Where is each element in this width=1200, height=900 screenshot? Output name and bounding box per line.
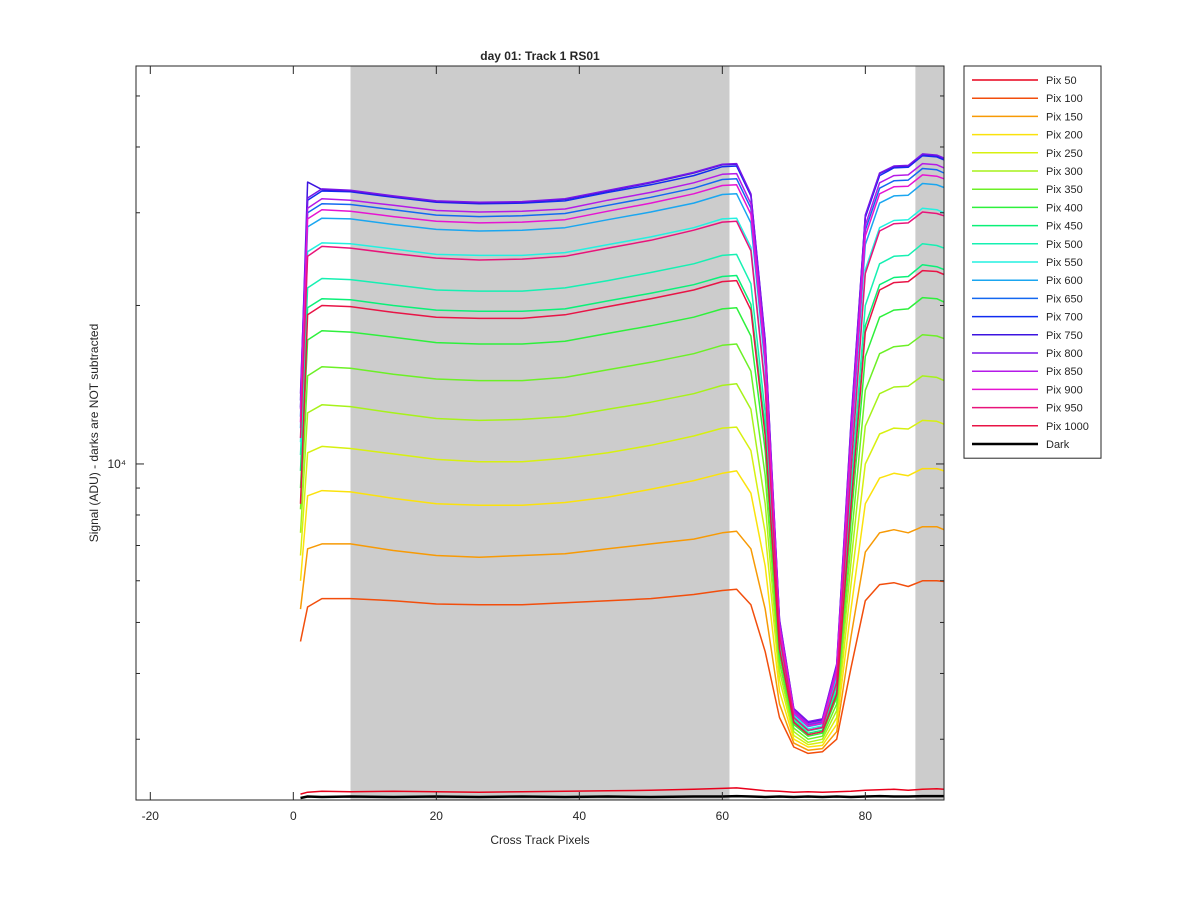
series-line-5 [299,375,945,744]
legend-label-5: Pix 300 [1046,166,1083,178]
series-line-11 [299,182,945,728]
legend-label-15: Pix 800 [1046,348,1083,360]
legend-label-2: Pix 150 [1046,111,1083,123]
series-line-15 [299,153,945,723]
x-tick-label-2: 20 [430,809,444,823]
series-line-19 [299,269,945,736]
series-line-2 [299,525,945,751]
x-tick-label-0: -20 [142,809,160,823]
legend-label-7: Pix 400 [1046,202,1083,214]
series-line-8 [299,263,945,734]
shaded-region-0 [350,66,730,800]
legend-label-4: Pix 250 [1046,148,1083,160]
legend-label-3: Pix 200 [1046,130,1083,142]
y-tick-label-0: 10⁴ [107,457,126,471]
axis-ticks: -20 0 20 40 60 80 10⁴ [107,66,944,823]
legend-label-10: Pix 550 [1046,257,1083,269]
legend-label-14: Pix 750 [1046,330,1083,342]
legend-label-18: Pix 950 [1046,403,1083,415]
x-tick-label-4: 60 [716,809,730,823]
legend-label-12: Pix 650 [1046,293,1083,305]
x-axis-label: Cross Track Pixels [490,833,589,847]
plot-area: -20 0 20 40 60 80 10⁴ [107,65,945,823]
legend-items: Pix 50 Pix 100 Pix 150 Pix 200 Pix 250 Pix 30… [972,75,1089,451]
legend-label-1: Pix 100 [1046,93,1083,105]
series-line-10 [299,207,945,730]
series-line-17 [299,174,945,727]
x-tick-label-5: 80 [859,809,873,823]
legend-label-17: Pix 900 [1046,384,1083,396]
series-line-18 [299,211,945,732]
y-axis-label: Signal (ADU) - darks are NOT subtracted [87,324,101,543]
series-line-6 [299,333,945,740]
series-lines [299,153,945,800]
legend: Pix 50 Pix 100 Pix 150 Pix 200 Pix 250 Pix 30… [963,65,1102,459]
series-line-1 [299,580,945,755]
series-line-3 [299,467,945,748]
series-line-20 [300,794,944,800]
axes-box [135,65,945,801]
shaded-region-1 [915,66,944,800]
series-line-16 [299,162,945,725]
series-line-7 [299,296,945,737]
series-line-4 [299,419,945,746]
legend-label-8: Pix 450 [1046,221,1083,233]
series-line-9 [299,242,945,732]
legend-label-6: Pix 350 [1046,184,1083,196]
legend-label-0: Pix 50 [1046,75,1077,87]
x-tick-label-1: 0 [290,809,297,823]
legend-label-13: Pix 700 [1046,312,1083,324]
legend-label-16: Pix 850 [1046,366,1083,378]
chart-title: day 01: Track 1 RS01 [480,49,600,63]
legend-label-11: Pix 600 [1046,275,1083,287]
x-tick-label-3: 40 [573,809,587,823]
legend-label-20: Dark [1046,439,1070,451]
legend-label-9: Pix 500 [1046,239,1083,251]
legend-label-19: Pix 1000 [1046,421,1089,433]
series-line-0 [300,787,945,795]
